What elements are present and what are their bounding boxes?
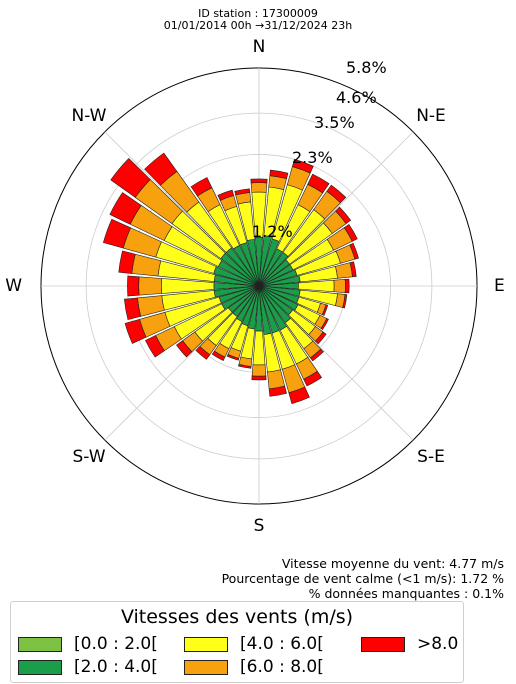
- rose-bar-segment: [320, 318, 329, 330]
- calm-wind-text: Pourcentage de vent calme (<1 m/s): 1.72…: [221, 571, 504, 586]
- grid-spoke: [104, 131, 260, 287]
- rose-bar-segment: [251, 375, 267, 381]
- speed-legend: Vitesses des vents (m/s) [0.0 : 2.0[ [2.…: [10, 601, 464, 683]
- legend-label: [4.0 : 6.0[: [240, 634, 324, 654]
- rose-bar-segment: [326, 184, 347, 204]
- rose-bar-segment: [250, 178, 268, 184]
- rose-bar-segment: [344, 278, 350, 294]
- chart-title-station: ID station : 17300009: [198, 7, 318, 20]
- direction-label: S-W: [72, 447, 105, 467]
- radial-tick-label: 5.8%: [346, 58, 387, 77]
- direction-label: N-W: [72, 106, 107, 126]
- rose-bar-segment: [321, 304, 329, 316]
- rose-bar-segment: [211, 350, 226, 361]
- rose-bar-segment: [349, 261, 357, 278]
- legend-item-over-8: >8.0: [361, 634, 458, 654]
- rose-bar-segment: [138, 276, 162, 296]
- rose-bar-segment: [250, 182, 268, 193]
- missing-data-text: % données manquantes : 0.1%: [308, 586, 504, 601]
- rose-bar-segment: [144, 152, 178, 186]
- legend-item-0-2: [0.0 : 2.0[: [18, 634, 158, 654]
- rose-bar-segment: [314, 331, 327, 345]
- rose-bar-segment: [333, 279, 346, 293]
- legend-label: >8.0: [417, 634, 459, 654]
- rose-bar-segment: [307, 173, 330, 194]
- direction-label: S: [254, 516, 265, 536]
- rose-bar-segment: [342, 294, 348, 309]
- rose-bar-segment: [190, 177, 213, 197]
- legend-swatch: [18, 636, 62, 652]
- legend-item-2-4: [2.0 : 4.0[: [18, 657, 158, 677]
- rose-bar-segment: [309, 348, 324, 362]
- grid-spoke: [258, 285, 414, 441]
- rose-bar-segment: [335, 262, 353, 279]
- direction-label: N-E: [416, 106, 446, 126]
- legend-item-6-8: [6.0 : 8.0[: [184, 657, 324, 677]
- radial-tick-label: 1.2%: [252, 222, 293, 241]
- rose-bar-segment: [124, 297, 142, 321]
- rose-bar-segment: [118, 250, 136, 274]
- direction-label: N: [253, 37, 266, 57]
- rose-bar-segment: [268, 385, 287, 397]
- legend-label: [6.0 : 8.0[: [240, 657, 324, 677]
- legend-label: [2.0 : 4.0[: [74, 657, 158, 677]
- legend-title: Vitesses des vents (m/s): [120, 606, 354, 628]
- rose-bar-segment: [195, 345, 211, 360]
- rose-bar-segment: [234, 188, 251, 196]
- rose-bar-segment: [349, 242, 359, 260]
- rose-bar-segment: [335, 206, 352, 225]
- legend-swatch: [184, 659, 228, 675]
- legend-swatch: [361, 636, 405, 652]
- rose-bar-segment: [291, 158, 314, 174]
- legend-label: [0.0 : 2.0[: [74, 634, 158, 654]
- rose-bar-segment: [303, 370, 323, 387]
- rose-bar-segment: [176, 340, 193, 358]
- rose-bar-segment: [217, 189, 235, 201]
- rose-bar-segment: [124, 318, 147, 344]
- direction-label: E: [494, 276, 505, 296]
- direction-label: S-E: [417, 447, 445, 467]
- radial-tick-label: 4.6%: [336, 88, 377, 107]
- radial-tick-label: 3.5%: [314, 113, 355, 132]
- grid-spoke: [258, 131, 414, 287]
- rose-bar-segment: [109, 192, 142, 225]
- mean-speed-text: Vitesse moyenne du vent: 4.77 m/s: [281, 556, 504, 571]
- rose-bar-segment: [226, 354, 240, 361]
- grid-spoke: [104, 285, 260, 441]
- rose-bar-segment: [343, 224, 358, 242]
- rose-bar-segment: [102, 218, 132, 249]
- statistics-block: Vitesse moyenne du vent: 4.77 m/s Pource…: [222, 556, 504, 601]
- direction-label: W: [5, 276, 22, 296]
- rose-bar-segment: [238, 363, 252, 369]
- chart-title-period: 01/01/2014 00h →31/12/2024 23h: [163, 19, 353, 32]
- legend-swatch: [184, 636, 228, 652]
- rose-bar-segment: [145, 335, 165, 358]
- rose-bar-segment: [269, 169, 289, 179]
- legend-swatch: [18, 659, 62, 675]
- rose-bar-segment: [252, 330, 266, 366]
- rose-bar-segment: [267, 369, 286, 390]
- radial-tick-label: 2.3%: [292, 148, 333, 167]
- rose-bar-segment: [288, 386, 310, 405]
- legend-item-4-6: [4.0 : 6.0[: [184, 634, 324, 654]
- rose-bar-segment: [251, 364, 267, 377]
- wind-rose-chart: 1.2% 2.3% 3.5% 4.6% 5.8% N N-E E S-E S S-W W N-W: [5, 37, 505, 536]
- rose-bar-segment: [127, 275, 140, 297]
- rose-bar-segment: [110, 158, 151, 198]
